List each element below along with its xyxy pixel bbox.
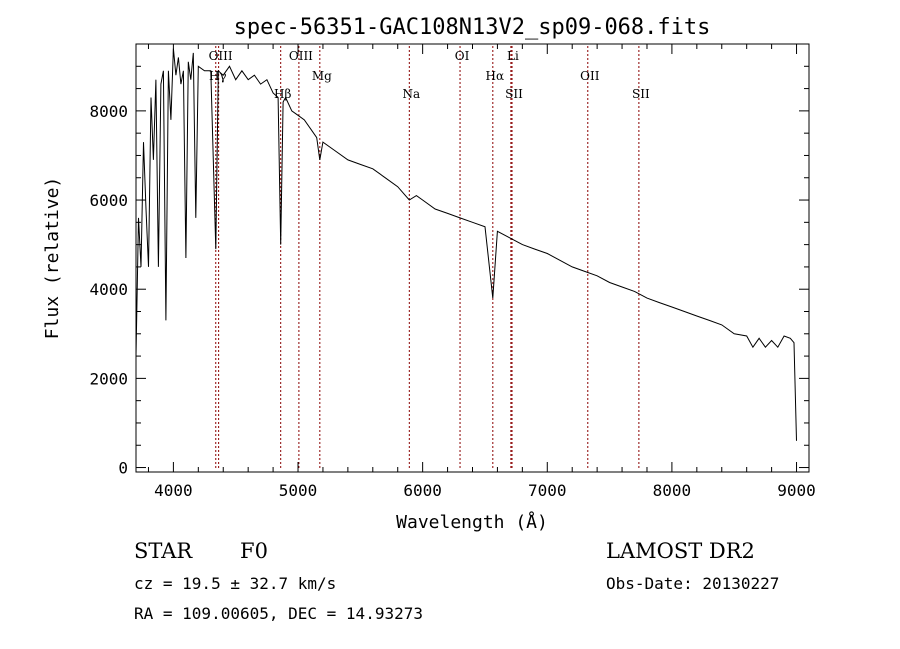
spectral-line-label: OIII — [209, 49, 233, 63]
y-tick-label: 0 — [118, 459, 128, 478]
plot-frame — [135, 43, 810, 473]
y-tick-label: 2000 — [89, 369, 128, 388]
spectral-line-label: Hα — [486, 69, 505, 83]
spectral-line-markers — [215, 46, 640, 470]
object-type: STAR — [134, 539, 193, 563]
x-tick-label: 7000 — [528, 481, 567, 500]
x-tick-label: 8000 — [653, 481, 692, 500]
x-tick-label: 5000 — [279, 481, 318, 500]
spectral-line-label: Hβ — [274, 87, 291, 101]
y-tick-label: 4000 — [89, 280, 128, 299]
spectral-line-label: Na — [402, 87, 420, 101]
survey-name: LAMOST DR2 — [606, 539, 755, 563]
y-axis: 0 2000 4000 6000 8000 — [89, 65, 809, 478]
y-tick-label: 8000 — [89, 102, 128, 121]
spectral-line-label: Li — [507, 49, 519, 63]
spectral-line-label: SII — [505, 87, 523, 101]
x-tick-label: 9000 — [777, 481, 816, 500]
chart-title: spec-56351-GAC108N13V2_sp09-068.fits — [234, 15, 711, 40]
x-tick-label: 4000 — [154, 481, 193, 500]
ra-dec: RA = 109.00605, DEC = 14.93273 — [134, 604, 423, 623]
observation-date: Obs-Date: 20130227 — [606, 574, 780, 593]
redshift-cz: cz = 19.5 ± 32.7 km/s — [134, 574, 337, 593]
spectrum-series-line — [135, 48, 797, 441]
x-axis: 4000 5000 6000 7000 8000 9000 — [147, 44, 816, 500]
spectral-line-label: OI — [455, 49, 470, 63]
spectral-line-label: Mg — [312, 69, 332, 83]
spectral-line-label: OIII — [289, 49, 313, 63]
x-tick-label: 6000 — [403, 481, 442, 500]
y-axis-label: Flux (relative) — [42, 177, 63, 340]
spectral-line-label: OII — [580, 69, 600, 83]
y-tick-label: 6000 — [89, 191, 128, 210]
spectral-class: F0 — [240, 539, 268, 563]
x-axis-label: Wavelength (Å) — [396, 511, 548, 533]
spectral-line-label: SII — [632, 87, 650, 101]
